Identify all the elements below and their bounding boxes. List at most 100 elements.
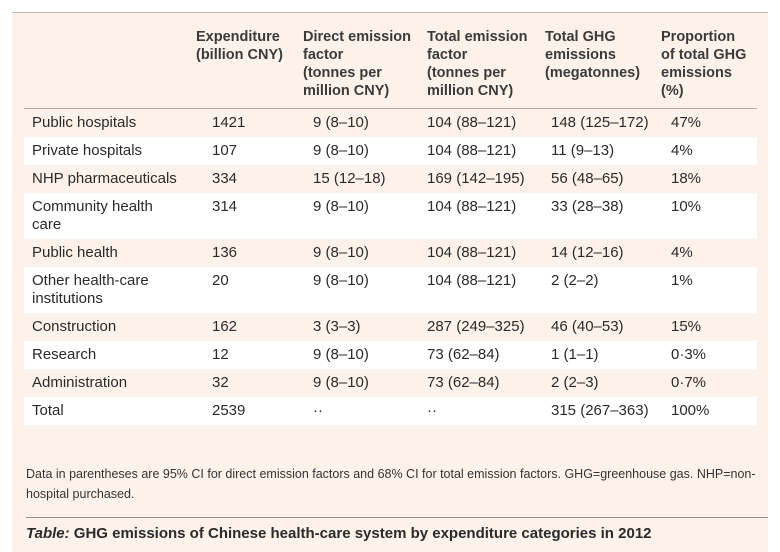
cell-total-emission-factor: 73 (62–84) <box>427 346 500 363</box>
top-rule <box>12 12 768 13</box>
cell-total-ghg: 46 (40–53) <box>551 318 624 335</box>
header-line: (tonnes per <box>427 65 506 81</box>
cell-expenditure: 314 <box>212 198 238 215</box>
cell-direct-emission: 9 (8–10) <box>313 244 369 261</box>
table-caption: Table: GHG emissions of Chinese health-c… <box>26 525 652 542</box>
row-category-line: Research <box>32 346 97 363</box>
table-row: Public hospitals 1421 9 (8–10) 104 (88–121)… <box>24 109 757 138</box>
header-line: of total GHG <box>661 47 747 63</box>
cell-direct-emission: 9 (8–10) <box>313 346 369 363</box>
cell-total-ghg: 2 (2–2) <box>551 272 599 289</box>
cell-total-emission-factor: ·· <box>427 402 437 419</box>
row-category-line: care <box>32 216 62 233</box>
header-line: million CNY) <box>303 83 390 99</box>
table-footnote: Data in parentheses are 95% CI for direc… <box>26 467 756 501</box>
cell-total-emission-factor: 287 (249–325) <box>427 318 525 335</box>
table-body: Public hospitals 1421 9 (8–10) 104 (88–121)… <box>24 109 757 425</box>
cell-total-emission-factor: 104 (88–121) <box>427 272 517 289</box>
cell-total-ghg: 11 (9–13) <box>551 142 615 159</box>
header-line: Total emission <box>427 29 528 45</box>
cell-proportion: 0·7% <box>671 374 707 391</box>
table-row: Other health-care institutions 20 9 (8–10) 1… <box>24 267 757 313</box>
header-line: million CNY) <box>427 83 514 99</box>
row-category: Construction <box>24 313 190 341</box>
cell-total-ghg: 56 (48–65) <box>551 170 624 187</box>
header-line: Expenditure <box>196 29 280 45</box>
cell-expenditure: 12 <box>212 346 229 363</box>
cell-total-emission-factor: 104 (88–121) <box>427 198 517 215</box>
cell-total-ghg: 148 (125–172) <box>551 114 649 131</box>
cell-expenditure: 107 <box>212 142 238 159</box>
header-line: (%) <box>661 83 684 99</box>
row-category-line: Other health-care <box>32 272 149 289</box>
header-direct-emission: Direct emission factor (tonnes per milli… <box>297 28 421 109</box>
cell-direct-emission: 9 (8–10) <box>313 198 369 215</box>
cell-total-ghg: 2 (2–3) <box>551 374 599 391</box>
header-line: emissions <box>661 65 732 81</box>
cell-direct-emission: 9 (8–10) <box>313 142 369 159</box>
row-category-line: Construction <box>32 318 117 335</box>
cell-proportion: 15% <box>671 318 702 335</box>
header-line: factor <box>427 47 468 63</box>
row-category-line: Total <box>32 402 64 419</box>
cell-direct-emission: 9 (8–10) <box>313 114 369 131</box>
table-row: Public health 136 9 (8–10) 104 (88–121) 14 (… <box>24 239 757 267</box>
cell-total-ghg: 14 (12–16) <box>551 244 624 261</box>
header-line: Direct emission <box>303 29 411 45</box>
cell-direct-emission: 9 (8–10) <box>313 374 369 391</box>
cell-expenditure: 20 <box>212 272 229 289</box>
cell-total-ghg: 1 (1–1) <box>551 346 599 363</box>
cell-proportion: 1% <box>671 272 693 289</box>
cell-direct-emission: ·· <box>313 402 323 419</box>
table-row: Community health care 314 9 (8–10) 104 (88–1… <box>24 193 757 239</box>
row-category: Other health-care institutions <box>24 267 190 313</box>
cell-proportion: 18% <box>671 170 702 187</box>
header-line: (tonnes per <box>303 65 382 81</box>
cell-expenditure: 334 <box>212 170 238 187</box>
cell-expenditure: 32 <box>212 374 229 391</box>
cell-proportion: 4% <box>671 142 693 159</box>
header-total-ghg: Total GHG emissions (megatonnes) <box>539 28 655 109</box>
cell-total-emission-factor: 104 (88–121) <box>427 114 517 131</box>
row-category: Research <box>24 341 190 369</box>
table-row: Administration 32 9 (8–10) 73 (62–84) 2 (2–3… <box>24 369 757 397</box>
row-category-line: Public hospitals <box>32 114 137 131</box>
caption-rule <box>26 517 768 518</box>
header-expenditure: Expenditure (billion CNY) <box>190 28 297 109</box>
row-category: NHP pharmaceuticals <box>24 165 190 193</box>
cell-total-ghg: 33 (28–38) <box>551 198 624 215</box>
caption-label: Table: <box>26 525 70 542</box>
row-category-line: Private hospitals <box>32 142 143 159</box>
cell-proportion: 0·3% <box>671 346 707 363</box>
header-line: emissions <box>545 47 616 63</box>
header-row: Expenditure (billion CNY) Direct emissio… <box>24 28 757 109</box>
cell-expenditure: 2539 <box>212 402 246 419</box>
row-category: Public health <box>24 239 190 267</box>
header-proportion: Proportion of total GHG emissions (%) <box>655 28 757 109</box>
header-line: factor <box>303 47 344 63</box>
header-line: Proportion <box>661 29 736 45</box>
cell-proportion: 100% <box>671 402 710 419</box>
header-line: (megatonnes) <box>545 65 641 81</box>
row-category-line: institutions <box>32 290 103 307</box>
ghg-table: Expenditure (billion CNY) Direct emissio… <box>24 28 757 425</box>
cell-proportion: 47% <box>671 114 702 131</box>
row-category: Community health care <box>24 193 190 239</box>
cell-proportion: 10% <box>671 198 702 215</box>
cell-direct-emission: 9 (8–10) <box>313 272 369 289</box>
caption-text: GHG emissions of Chinese health-care sys… <box>69 525 652 542</box>
row-category-line: NHP pharmaceuticals <box>32 170 177 187</box>
cell-proportion: 4% <box>671 244 693 261</box>
table-row: Total 2539 ·· ·· 315 (267–363) 100% <box>24 397 757 425</box>
table-row: Research 12 9 (8–10) 73 (62–84) 1 (1–1) 0·3% <box>24 341 757 369</box>
row-category: Private hospitals <box>24 137 190 165</box>
header-line: Total GHG <box>545 29 616 45</box>
row-category: Administration <box>24 369 190 397</box>
table-row: Private hospitals 107 9 (8–10) 104 (88–121)… <box>24 137 757 165</box>
cell-expenditure: 162 <box>212 318 238 335</box>
row-category-line: Community health <box>32 198 153 215</box>
cell-total-ghg: 315 (267–363) <box>551 402 649 419</box>
row-category: Public hospitals <box>24 109 190 138</box>
table-panel: Expenditure (billion CNY) Direct emissio… <box>12 12 768 552</box>
table-row: Construction 162 3 (3–3) 287 (249–325) 46 (4… <box>24 313 757 341</box>
